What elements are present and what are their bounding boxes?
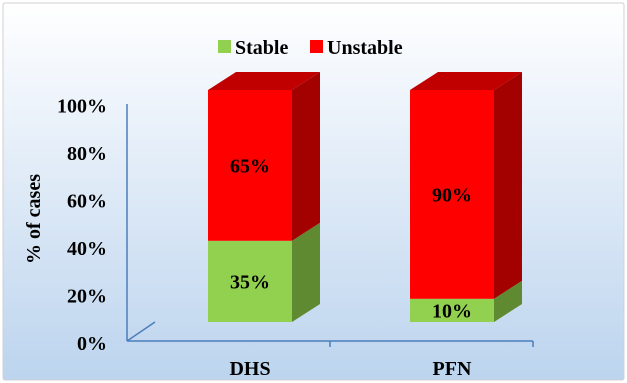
bar-segment-stable: 10%	[410, 280, 522, 322]
bar-side	[494, 280, 522, 322]
y-tick-label: 60%	[67, 191, 107, 213]
data-label: 35%	[230, 271, 270, 293]
y-tick-label: 0%	[77, 333, 107, 355]
data-label: 90%	[432, 184, 472, 206]
category-labels: DHS PFN	[229, 358, 472, 380]
data-label: 65%	[230, 155, 270, 177]
bar	[410, 90, 494, 299]
y-axis-title: % of cases	[23, 174, 45, 264]
bars: 35% 65% 10% 90%	[208, 72, 522, 322]
bar	[208, 240, 292, 322]
legend-label: Unstable	[327, 37, 403, 59]
legend-swatch	[218, 40, 231, 53]
bar-top	[208, 72, 320, 90]
bar	[208, 90, 292, 241]
y-tick-label: 20%	[67, 286, 107, 308]
bar	[410, 298, 494, 322]
y-tick-label: 100%	[57, 96, 107, 118]
bar-side	[292, 222, 320, 322]
y-tick-labels: 0% 20% 40% 60% 80% 100%	[57, 96, 107, 356]
bar-side	[292, 72, 320, 241]
bar-segment-stable: 35%	[208, 222, 320, 322]
y-tick-label: 40%	[67, 238, 107, 260]
bar-side	[494, 72, 522, 299]
legend-item-unstable: Unstable	[310, 37, 403, 59]
bar-top	[410, 72, 522, 90]
bar-segment-unstable: 90%	[410, 72, 522, 299]
legend-label: Stable	[235, 37, 288, 59]
legend: Stable Unstable	[218, 37, 403, 59]
floor-edge	[126, 321, 156, 342]
bar-segment-unstable: 65%	[208, 72, 320, 241]
x-tick-label: DHS	[229, 358, 270, 380]
data-label: 10%	[432, 300, 472, 322]
legend-item-stable: Stable	[218, 37, 288, 59]
y-tick-label: 80%	[67, 143, 107, 165]
axes	[126, 104, 534, 347]
x-tick-label: PFN	[433, 358, 472, 380]
legend-swatch	[310, 40, 323, 53]
